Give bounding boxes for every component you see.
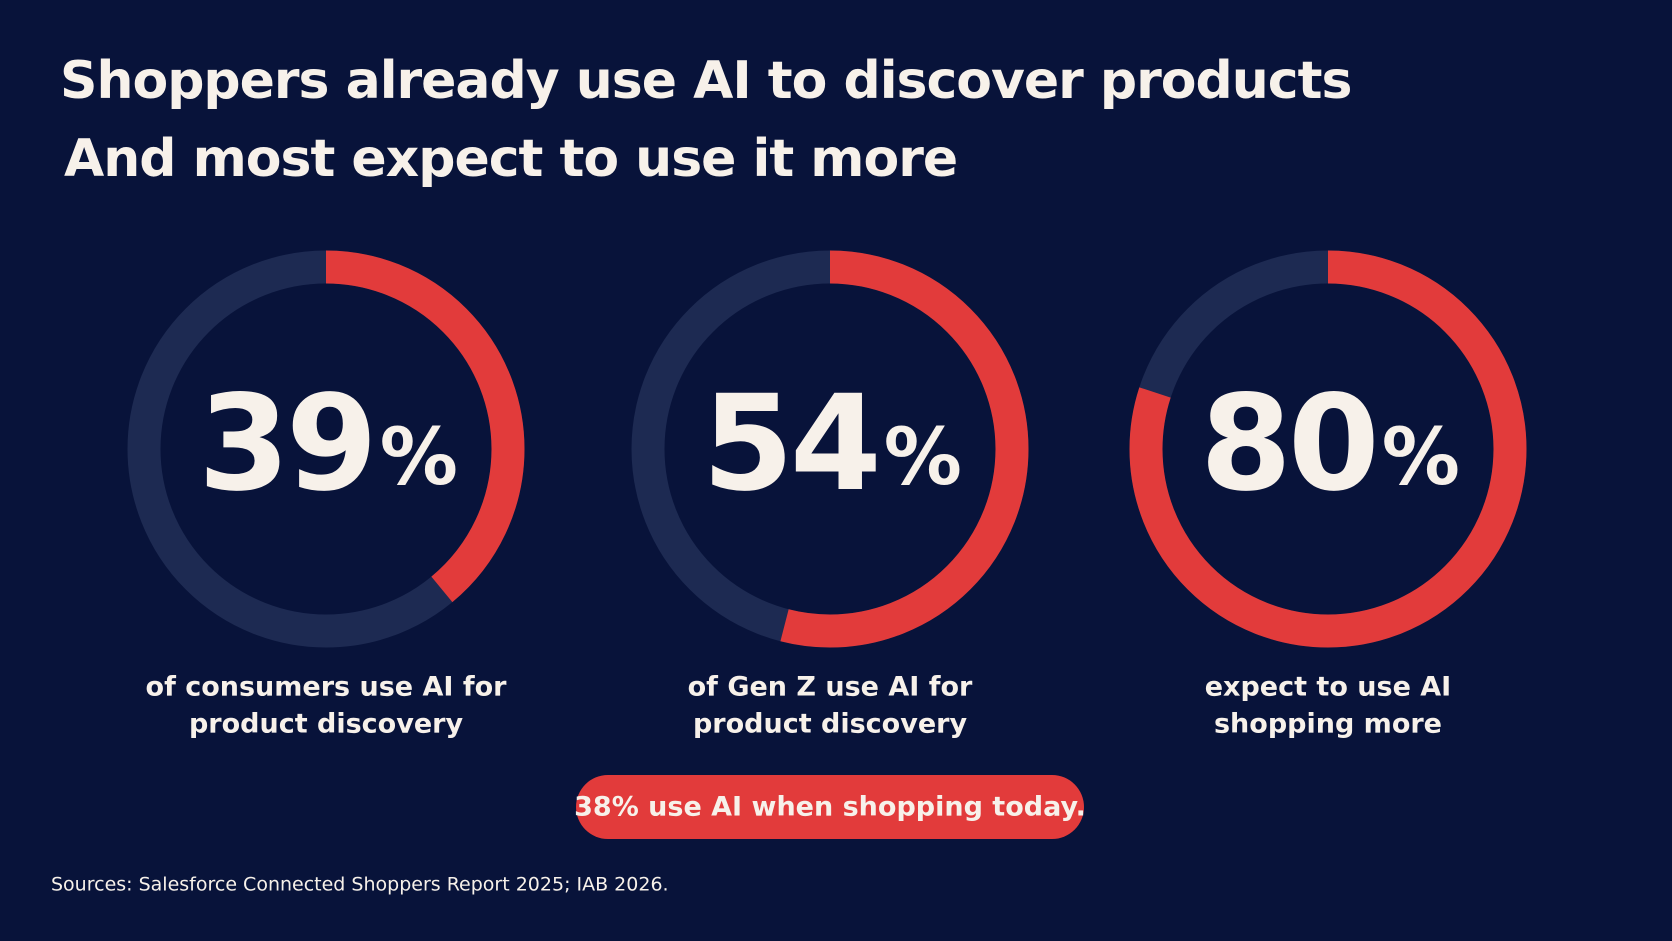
gauge-caption: of Gen Z use AI for: [688, 672, 973, 703]
source-note: Sources: Salesforce Connected Shoppers R…: [51, 874, 669, 896]
gauge-value-label: 80%: [1200, 367, 1458, 521]
gauge-arc: [127, 250, 525, 648]
gauge-caption: of consumers use AI for: [146, 672, 508, 703]
title-line: Shoppers already use AI to discover prod…: [60, 51, 1351, 111]
callout-text: 38% use AI when shopping today.: [574, 792, 1086, 823]
gauge-caption: shopping more: [1214, 709, 1442, 740]
gauge-arc: [1129, 250, 1527, 648]
title-line: And most expect to use it more: [64, 129, 957, 189]
gauge-value-label: 54%: [702, 367, 960, 521]
gauge-caption: product discovery: [693, 709, 967, 740]
gauge-caption: product discovery: [189, 709, 463, 740]
gauge-arc: [631, 250, 1029, 648]
gauge-caption: expect to use AI: [1205, 672, 1451, 703]
callout-pill: [576, 775, 1084, 839]
gauge-value-label: 39%: [198, 367, 456, 521]
